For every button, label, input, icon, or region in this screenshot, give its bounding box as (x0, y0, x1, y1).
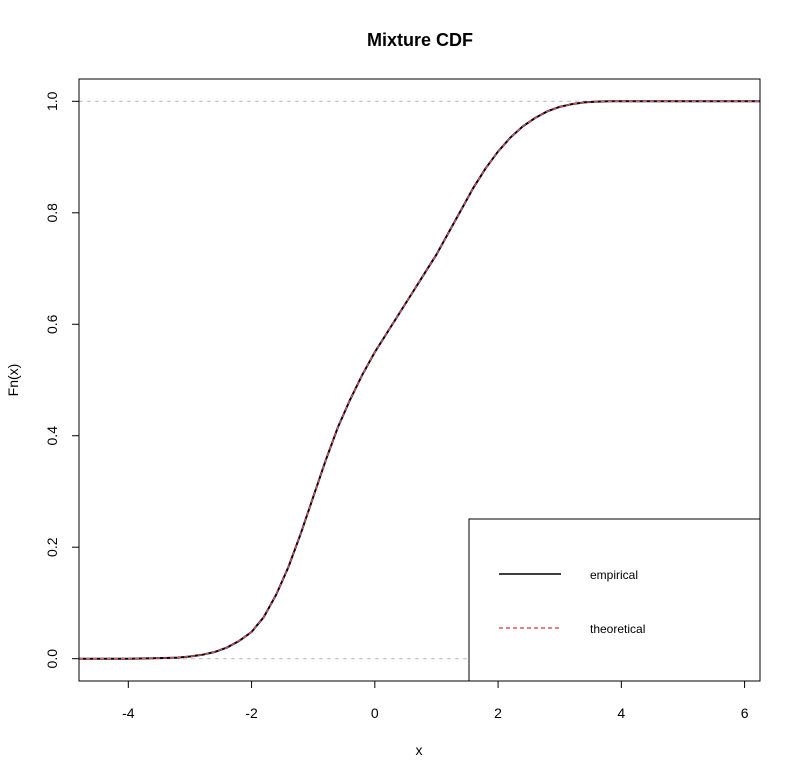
x-axis-label: x (416, 742, 423, 758)
x-tick-label: -4 (122, 705, 135, 721)
x-axis: -4 -2 0 2 4 6 (122, 680, 749, 721)
legend-empirical-label: empirical (590, 568, 638, 582)
x-tick-label: -2 (245, 705, 258, 721)
y-tick-label: 0.2 (44, 537, 60, 557)
x-tick-label: 0 (371, 705, 379, 721)
x-tick-label: 6 (741, 705, 749, 721)
x-tick-label: 4 (617, 705, 625, 721)
y-tick-label: 0.4 (44, 426, 60, 446)
y-tick-label: 1.0 (44, 91, 60, 111)
reference-lines (79, 100, 760, 660)
y-axis: 0.0 0.2 0.4 0.6 0.8 1.0 (44, 91, 80, 669)
y-axis-label: Fn(x) (5, 364, 21, 397)
series-theoretical (79, 100, 760, 660)
x-tick-label: 2 (494, 705, 502, 721)
legend-theoretical-label: theoretical (590, 622, 645, 636)
chart-title: Mixture CDF (367, 30, 473, 50)
y-tick-label: 0.8 (44, 203, 60, 223)
y-tick-label: 0.0 (44, 649, 60, 669)
y-tick-label: 0.6 (44, 314, 60, 334)
series-layer (79, 100, 760, 660)
legend-box (468, 518, 761, 682)
legend: empirical theoretical (468, 518, 761, 682)
